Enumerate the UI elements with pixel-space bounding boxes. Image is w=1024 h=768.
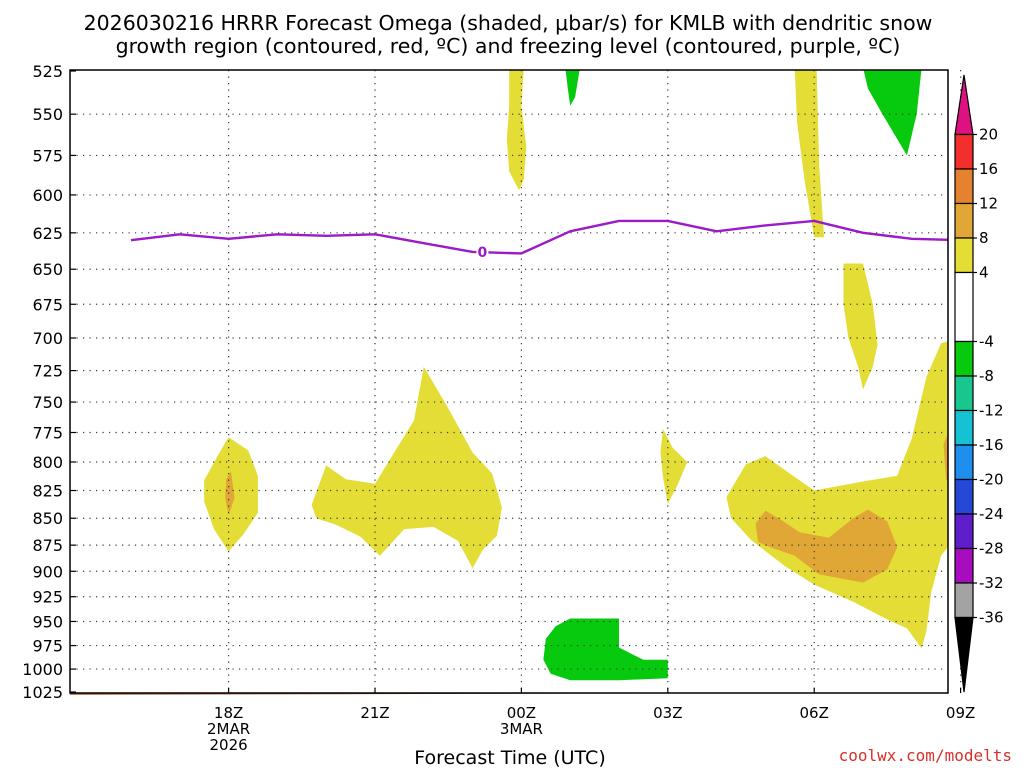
colorbar-band-7 bbox=[954, 375, 974, 412]
y-tick-label-950: 950 bbox=[32, 612, 63, 631]
freezing-level-contour: 0 bbox=[130, 219, 948, 261]
omega-region-8 bbox=[755, 509, 898, 583]
source-credit: coolwx.com/modelts bbox=[839, 746, 1012, 765]
y-tick-label-800: 800 bbox=[32, 453, 63, 472]
colorbar-band-1 bbox=[954, 133, 974, 170]
x-tick-label-06Z-0: 06Z bbox=[800, 704, 829, 722]
colorbar-label-1: 16 bbox=[979, 160, 998, 178]
y-tick-label-600: 600 bbox=[32, 186, 63, 205]
y-tick-label-650: 650 bbox=[32, 260, 63, 279]
colorbar-label-3: 8 bbox=[979, 229, 989, 247]
colorbar-label-5: -4 bbox=[979, 333, 994, 351]
y-tick-label-550: 550 bbox=[32, 105, 63, 124]
colorbar-band-8 bbox=[954, 409, 974, 446]
colorbar-band-11 bbox=[954, 513, 974, 550]
colorbar-band-2 bbox=[954, 168, 974, 205]
omega-region-6 bbox=[843, 263, 878, 390]
omega-region-3 bbox=[506, 70, 527, 191]
y-tick-label-850: 850 bbox=[32, 509, 63, 528]
y-tick-label-875: 875 bbox=[32, 536, 63, 555]
plot-frame bbox=[69, 69, 949, 694]
x-axis-label: Forecast Time (UTC) bbox=[414, 747, 605, 768]
y-tick-label-825: 825 bbox=[32, 482, 63, 501]
colorbar-band-13 bbox=[954, 582, 974, 619]
colorbar-label-9: -20 bbox=[979, 471, 1004, 489]
y-tick-label-700: 700 bbox=[32, 329, 63, 348]
y-axis-tick-labels: 525 550 575 600 625 650 675 700 725 750 775 800 825 8… bbox=[22, 62, 76, 702]
colorbar-band-4 bbox=[954, 237, 974, 274]
y-tick-label-725: 725 bbox=[32, 362, 63, 381]
y-tick-label-900: 900 bbox=[32, 562, 63, 581]
colorbar-label-6: -8 bbox=[979, 367, 994, 385]
x-tick-label-00Z-0: 00Z bbox=[507, 704, 536, 722]
colorbar: 20 16 12 8 4 -4 -8 -12 -16 -20 -24 -28 -32 -36 bbox=[954, 74, 1004, 693]
chart-title-line-1: 2026030216 HRRR Forecast Omega (shaded, … bbox=[84, 11, 933, 35]
y-tick-label-750: 750 bbox=[32, 393, 63, 412]
omega-shading bbox=[204, 70, 948, 681]
y-tick-label-675: 675 bbox=[32, 295, 63, 314]
x-tick-label-18Z-0: 18Z bbox=[214, 704, 243, 722]
y-tick-label-1025: 1025 bbox=[22, 683, 63, 702]
x-tick-label-21Z-0: 21Z bbox=[360, 704, 389, 722]
colorbar-label-12: -32 bbox=[979, 574, 1004, 592]
x-tick-label-00Z-1: 3MAR bbox=[500, 720, 543, 738]
plot-area bbox=[70, 70, 948, 693]
colorbar-label-4: 4 bbox=[979, 264, 989, 282]
y-tick-label-975: 975 bbox=[32, 637, 63, 656]
colorbar-band-3 bbox=[954, 202, 974, 239]
colorbar-band-9 bbox=[954, 444, 974, 481]
colorbar-band-12 bbox=[954, 547, 974, 584]
plot-border bbox=[69, 69, 949, 694]
colorbar-band-6 bbox=[954, 340, 974, 377]
colorbar-label-2: 12 bbox=[979, 195, 998, 213]
plot-background bbox=[70, 70, 948, 693]
omega-region-7 bbox=[726, 341, 948, 649]
colorbar-band-top-arrow bbox=[954, 74, 974, 136]
y-tick-label-925: 925 bbox=[32, 588, 63, 607]
colorbar-label-0: 20 bbox=[979, 126, 998, 144]
omega-region-10 bbox=[565, 70, 580, 106]
chart-title-line-2: growth region (contoured, red, ºC) and f… bbox=[116, 34, 901, 58]
colorbar-band-bottom-arrow bbox=[954, 616, 974, 693]
freezing-level-line bbox=[130, 219, 948, 255]
omega-region-9 bbox=[943, 433, 948, 481]
y-tick-label-575: 575 bbox=[32, 146, 63, 165]
colorbar-label-13: -36 bbox=[979, 609, 1004, 627]
y-tick-label-1000: 1000 bbox=[22, 660, 63, 679]
colorbar-label-8: -16 bbox=[979, 436, 1004, 454]
colorbar-band-10 bbox=[954, 478, 974, 515]
y-tick-label-625: 625 bbox=[32, 224, 63, 243]
omega-region-11 bbox=[863, 70, 922, 156]
x-tick-label-03Z-0: 03Z bbox=[653, 704, 682, 722]
colorbar-label-10: -24 bbox=[979, 505, 1004, 523]
omega-region-5 bbox=[794, 70, 824, 238]
x-tick-label-18Z-2: 2026 bbox=[210, 736, 248, 754]
freezing-level-label-bg bbox=[476, 243, 489, 260]
omega-region-12 bbox=[543, 618, 668, 681]
colorbar-band-5 bbox=[954, 271, 974, 343]
x-tick-label-18Z-1: 2MAR bbox=[207, 720, 250, 738]
omega-region-1 bbox=[225, 471, 235, 515]
y-tick-label-775: 775 bbox=[32, 423, 63, 442]
x-tick-label-09Z-0: 09Z bbox=[946, 704, 975, 722]
y-tick-label-525: 525 bbox=[32, 62, 63, 81]
colorbar-label-11: -28 bbox=[979, 540, 1004, 558]
freezing-level-label: 0 bbox=[477, 245, 487, 261]
colorbar-label-7: -12 bbox=[979, 402, 1004, 420]
